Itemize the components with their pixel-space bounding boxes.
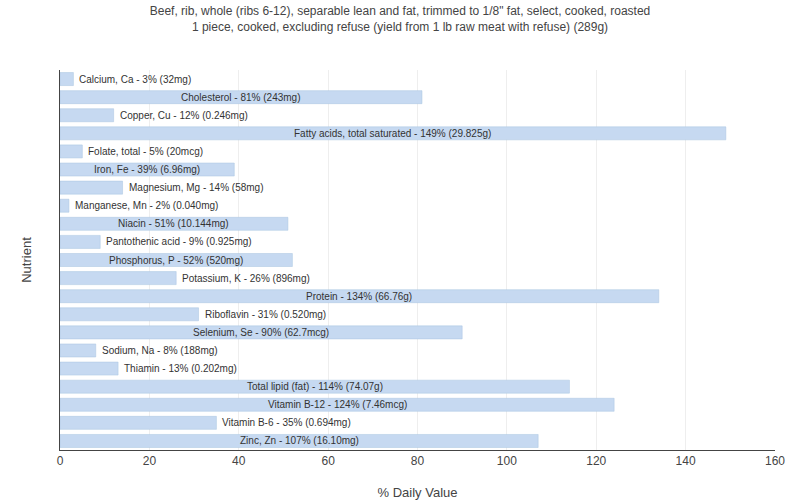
svg-text:20: 20 [143,454,157,468]
svg-text:60: 60 [321,454,335,468]
svg-text:Total lipid (fat) - 114% (74.0: Total lipid (fat) - 114% (74.07g) [247,381,383,392]
svg-text:Nutrient: Nutrient [19,237,34,283]
svg-text:Pantothenic acid - 9% (0.925mg: Pantothenic acid - 9% (0.925mg) [106,236,252,247]
svg-text:Sodium, Na - 8% (188mg): Sodium, Na - 8% (188mg) [102,345,218,356]
svg-text:Iron, Fe - 39% (6.96mg): Iron, Fe - 39% (6.96mg) [94,164,200,175]
svg-text:40: 40 [232,454,246,468]
svg-text:Phosphorus, P - 52% (520mg): Phosphorus, P - 52% (520mg) [109,255,243,266]
svg-text:80: 80 [411,454,425,468]
svg-text:Vitamin B-12 - 124% (7.46mcg): Vitamin B-12 - 124% (7.46mcg) [268,399,407,410]
svg-text:100: 100 [497,454,517,468]
svg-text:160: 160 [765,454,785,468]
svg-text:Riboflavin - 31% (0.520mg): Riboflavin - 31% (0.520mg) [205,309,326,320]
svg-text:Folate, total - 5% (20mcg): Folate, total - 5% (20mcg) [88,146,203,157]
svg-text:Magnesium, Mg - 14% (58mg): Magnesium, Mg - 14% (58mg) [129,182,264,193]
svg-text:140: 140 [676,454,696,468]
svg-text:Fatty acids, total saturated -: Fatty acids, total saturated - 149% (29.… [294,128,491,139]
svg-text:Zinc, Zn - 107% (16.10mg): Zinc, Zn - 107% (16.10mg) [240,435,359,446]
svg-text:120: 120 [586,454,606,468]
svg-text:Calcium, Ca - 3% (32mg): Calcium, Ca - 3% (32mg) [79,74,191,85]
svg-text:Selenium, Se - 90% (62.7mcg): Selenium, Se - 90% (62.7mcg) [193,327,329,338]
svg-text:Manganese, Mn - 2% (0.040mg): Manganese, Mn - 2% (0.040mg) [75,200,218,211]
svg-text:Thiamin - 13% (0.202mg): Thiamin - 13% (0.202mg) [124,363,237,374]
svg-text:Vitamin B-6 - 35% (0.694mg): Vitamin B-6 - 35% (0.694mg) [222,417,351,428]
svg-text:Niacin - 51% (10.144mg): Niacin - 51% (10.144mg) [118,218,229,229]
svg-text:% Daily Value: % Daily Value [378,485,458,500]
svg-text:Cholesterol - 81% (243mg): Cholesterol - 81% (243mg) [181,92,301,103]
svg-text:Protein - 134% (66.76g): Protein - 134% (66.76g) [306,291,412,302]
svg-text:Copper, Cu - 12% (0.246mg): Copper, Cu - 12% (0.246mg) [120,110,248,121]
svg-text:Beef, rib, whole (ribs 6-12),: Beef, rib, whole (ribs 6-12), separable … [150,4,651,34]
svg-text:0: 0 [57,454,64,468]
svg-text:Potassium, K - 26% (896mg): Potassium, K - 26% (896mg) [182,273,310,284]
